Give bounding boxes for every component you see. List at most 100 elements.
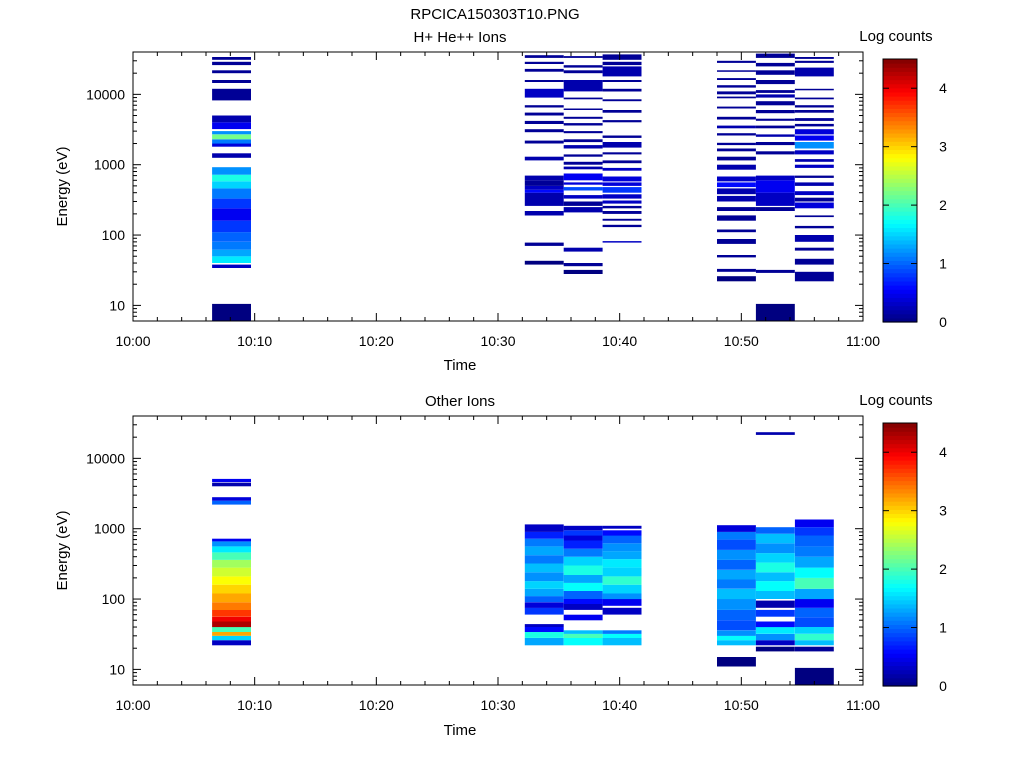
colorbar-segment bbox=[883, 464, 917, 469]
heatmap-cell bbox=[602, 110, 642, 113]
colorbar-segment bbox=[883, 132, 917, 138]
heatmap-cell bbox=[524, 555, 564, 564]
heatmap-cell bbox=[563, 56, 603, 58]
heatmap-cell bbox=[212, 264, 251, 268]
heatmap-cell bbox=[212, 198, 251, 209]
heatmap-cell bbox=[212, 122, 251, 130]
heatmap-cell bbox=[755, 94, 795, 98]
heatmap-cell bbox=[563, 80, 603, 92]
heatmap-cell bbox=[717, 640, 756, 646]
heatmap-cell bbox=[755, 562, 795, 573]
colorbar-segment bbox=[883, 616, 917, 621]
colorbar-segment bbox=[883, 67, 917, 72]
heatmap-cell bbox=[212, 482, 251, 487]
heatmap-cell bbox=[212, 167, 251, 175]
heatmap-cell bbox=[563, 540, 603, 549]
heatmap-cell bbox=[755, 180, 795, 193]
heatmap-cell bbox=[602, 224, 642, 228]
heatmap-cells bbox=[212, 53, 834, 321]
colorbar-tick-label: 0 bbox=[939, 678, 947, 694]
heatmap-cell bbox=[794, 247, 834, 251]
heatmap-cell bbox=[717, 188, 756, 195]
colorbar-segment bbox=[883, 206, 917, 212]
colorbar-segment bbox=[883, 280, 917, 286]
colorbar-segment bbox=[883, 141, 917, 146]
heatmap-cell bbox=[524, 563, 564, 573]
colorbar-segment bbox=[883, 599, 917, 605]
heatmap-cell bbox=[755, 572, 795, 582]
colorbar-segment bbox=[883, 427, 917, 432]
heatmap-cell bbox=[563, 207, 603, 213]
heatmap-cell bbox=[212, 220, 251, 233]
heatmap-cell bbox=[717, 569, 756, 580]
heatmap-cell bbox=[212, 181, 251, 189]
heatmap-cell bbox=[602, 205, 642, 209]
heatmap-cell bbox=[524, 185, 564, 190]
heatmap-cell bbox=[755, 646, 795, 652]
colorbar-segment bbox=[883, 75, 917, 81]
heatmap-cell bbox=[755, 303, 795, 321]
heatmap-cell bbox=[794, 577, 834, 589]
colorbar-segment bbox=[883, 276, 917, 282]
heatmap-cell bbox=[563, 530, 603, 536]
colorbar-segment bbox=[883, 268, 917, 274]
colorbar-segment bbox=[883, 178, 917, 183]
heatmap-cell bbox=[794, 258, 834, 265]
heatmap-cell bbox=[794, 546, 834, 557]
heatmap-cell bbox=[524, 637, 564, 646]
colorbar-segment bbox=[883, 313, 917, 319]
heatmap-cell bbox=[794, 197, 834, 202]
x-axis-label: Time bbox=[444, 722, 477, 739]
colorbar-segment bbox=[883, 603, 917, 609]
colorbar-segment bbox=[883, 496, 917, 502]
x-tick-label: 10:20 bbox=[359, 697, 394, 713]
heatmap-cell bbox=[794, 118, 834, 121]
colorbar-segment bbox=[883, 612, 917, 617]
heatmap-cell bbox=[524, 602, 564, 608]
colorbar-segment bbox=[883, 104, 917, 109]
heatmap-cell bbox=[602, 66, 642, 77]
colorbar-segment bbox=[883, 525, 917, 531]
colorbar-segment bbox=[883, 558, 917, 564]
heatmap-cell bbox=[794, 159, 834, 162]
colorbar-segment bbox=[883, 211, 917, 216]
heatmap-cell bbox=[602, 567, 642, 577]
heatmap-cell bbox=[212, 500, 251, 505]
colorbar-segment bbox=[883, 71, 917, 77]
colorbar-segment bbox=[883, 190, 917, 196]
heatmap-cell bbox=[524, 624, 564, 627]
heatmap-cell bbox=[717, 579, 756, 589]
colorbar-segment bbox=[883, 231, 917, 237]
heatmap-cell bbox=[794, 142, 834, 149]
heatmap-cell bbox=[755, 151, 795, 155]
colorbar-segment bbox=[883, 521, 917, 527]
heatmap-cell bbox=[602, 142, 642, 148]
colorbar-segment bbox=[883, 492, 917, 498]
colorbar-segment bbox=[883, 174, 917, 179]
y-tick-label: 1000 bbox=[94, 157, 125, 173]
heatmap-cell bbox=[794, 567, 834, 578]
heatmap-cell bbox=[524, 192, 564, 206]
colorbar-segment bbox=[883, 542, 917, 547]
y-tick-label: 10 bbox=[109, 297, 125, 313]
heatmap-cell bbox=[563, 548, 603, 557]
colorbar-tick-label: 1 bbox=[939, 620, 947, 636]
heatmap-cell bbox=[212, 546, 251, 553]
colorbar-segment bbox=[883, 570, 917, 576]
colorbar-segment bbox=[883, 591, 917, 597]
x-tick-label: 10:10 bbox=[237, 697, 272, 713]
x-axis-label: Time bbox=[444, 357, 477, 374]
colorbar-segment bbox=[883, 554, 917, 560]
y-tick-label: 10000 bbox=[86, 450, 125, 466]
colorbar-segment bbox=[883, 215, 917, 220]
colorbar-tick-label: 3 bbox=[939, 139, 947, 155]
colorbar: 0 1 2 3 4 Log counts bbox=[859, 28, 947, 330]
heatmap-cell bbox=[212, 134, 251, 140]
colorbar-segment bbox=[883, 681, 917, 687]
panel-1: H+ He++ Ions Time Energy (eV) 10:00 10:10 10:… bbox=[54, 28, 947, 374]
heatmap-cell bbox=[212, 115, 251, 123]
heatmap-cell bbox=[563, 116, 603, 119]
heatmap-cell bbox=[755, 192, 795, 206]
heatmap-cell bbox=[212, 241, 251, 250]
heatmap-cell bbox=[524, 242, 564, 246]
